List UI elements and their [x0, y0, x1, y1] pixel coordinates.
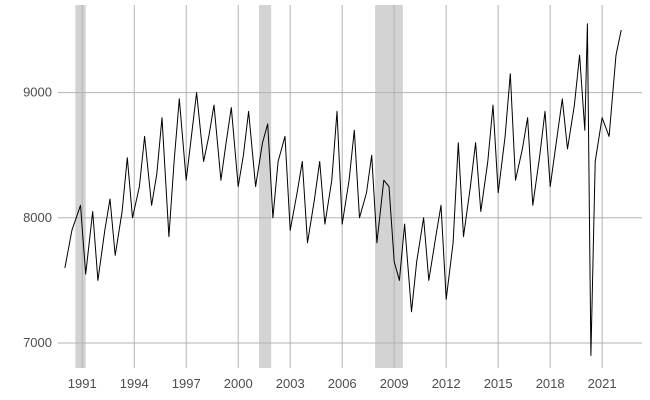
y-tick-label-8000: 8000	[23, 210, 52, 225]
x-tick-label-1994: 1994	[120, 376, 149, 391]
series-line-group	[65, 24, 621, 356]
x-tick-label-2012: 2012	[432, 376, 461, 391]
x-tick-label-2006: 2006	[328, 376, 357, 391]
x-tick-label-2015: 2015	[484, 376, 513, 391]
shaded-period-1	[75, 5, 85, 368]
x-tick-label-2018: 2018	[536, 376, 565, 391]
series-line-1	[65, 24, 621, 356]
gridlines	[58, 5, 642, 368]
x-tick-label-1997: 1997	[172, 376, 201, 391]
y-tick-label-9000: 9000	[23, 85, 52, 100]
x-tick-label-2009: 2009	[380, 376, 409, 391]
x-tick-label-2021: 2021	[588, 376, 617, 391]
x-tick-label-2003: 2003	[276, 376, 305, 391]
x-tick-label-2000: 2000	[224, 376, 253, 391]
y-tick-label-7000: 7000	[23, 335, 52, 350]
shaded-period-2	[259, 5, 271, 368]
y-axis-ticks: 7000 8000 9000	[23, 85, 52, 350]
x-tick-label-1991: 1991	[68, 376, 97, 391]
x-axis-ticks: 1991 1994 1997 2000 2003 2006 2009 2012 2015 2018…	[68, 376, 617, 391]
